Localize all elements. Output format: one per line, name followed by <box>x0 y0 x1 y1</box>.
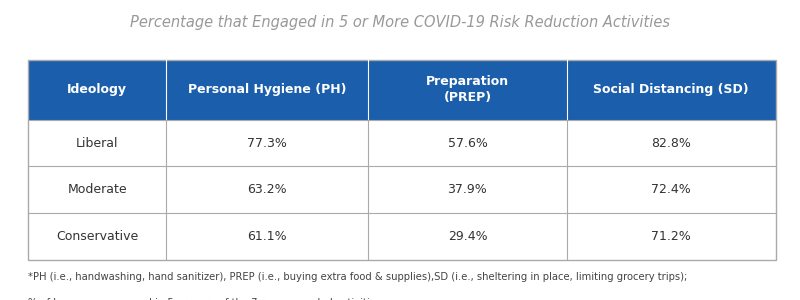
FancyBboxPatch shape <box>28 167 166 213</box>
Text: 72.4%: 72.4% <box>651 183 691 196</box>
Text: % of how many engaged in 5 or more of the 7 recommended activities: % of how many engaged in 5 or more of th… <box>28 298 381 300</box>
Text: Preparation
(PREP): Preparation (PREP) <box>426 76 509 104</box>
Text: 37.9%: 37.9% <box>447 183 487 196</box>
FancyBboxPatch shape <box>368 120 566 166</box>
FancyBboxPatch shape <box>566 213 776 260</box>
Text: Ideology: Ideology <box>67 83 127 97</box>
Text: 77.3%: 77.3% <box>247 137 287 150</box>
Text: Personal Hygiene (PH): Personal Hygiene (PH) <box>188 83 346 97</box>
FancyBboxPatch shape <box>166 213 368 260</box>
FancyBboxPatch shape <box>166 60 368 120</box>
Text: 29.4%: 29.4% <box>448 230 487 243</box>
Text: 57.6%: 57.6% <box>447 137 487 150</box>
FancyBboxPatch shape <box>368 167 566 213</box>
Text: 63.2%: 63.2% <box>247 183 287 196</box>
Text: Conservative: Conservative <box>56 230 138 243</box>
FancyBboxPatch shape <box>28 60 166 120</box>
Text: Liberal: Liberal <box>76 137 118 150</box>
Text: Moderate: Moderate <box>67 183 127 196</box>
FancyBboxPatch shape <box>566 60 776 120</box>
Text: Social Distancing (SD): Social Distancing (SD) <box>594 83 749 97</box>
Text: 61.1%: 61.1% <box>247 230 287 243</box>
Text: 71.2%: 71.2% <box>651 230 691 243</box>
Text: Percentage that Engaged in 5 or More COVID-19 Risk Reduction Activities: Percentage that Engaged in 5 or More COV… <box>130 15 670 30</box>
FancyBboxPatch shape <box>166 167 368 213</box>
FancyBboxPatch shape <box>368 60 566 120</box>
Text: 82.8%: 82.8% <box>651 137 691 150</box>
FancyBboxPatch shape <box>566 120 776 166</box>
FancyBboxPatch shape <box>368 213 566 260</box>
FancyBboxPatch shape <box>166 120 368 166</box>
FancyBboxPatch shape <box>28 120 166 166</box>
FancyBboxPatch shape <box>566 167 776 213</box>
FancyBboxPatch shape <box>28 213 166 260</box>
Text: *PH (i.e., handwashing, hand sanitizer), PREP (i.e., buying extra food & supplie: *PH (i.e., handwashing, hand sanitizer),… <box>28 272 687 281</box>
